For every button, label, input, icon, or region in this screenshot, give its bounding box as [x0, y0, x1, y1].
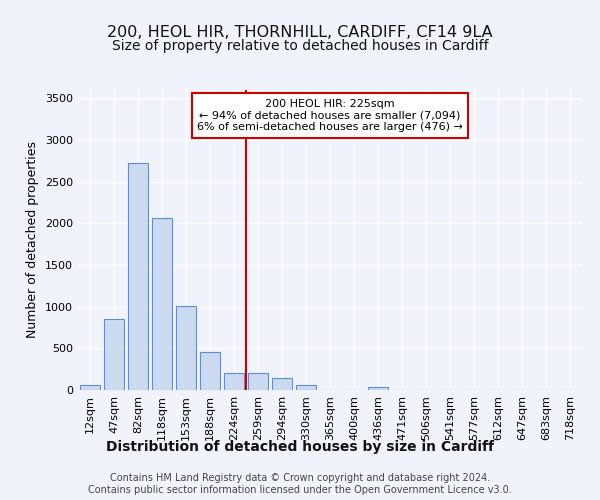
Bar — [296, 385, 316, 390]
Bar — [368, 386, 388, 390]
Text: 200 HEOL HIR: 225sqm
← 94% of detached houses are smaller (7,094)
6% of semi-det: 200 HEOL HIR: 225sqm ← 94% of detached h… — [197, 99, 463, 132]
Bar — [272, 378, 292, 390]
Bar — [104, 319, 124, 390]
Text: Size of property relative to detached houses in Cardiff: Size of property relative to detached ho… — [112, 39, 488, 53]
Bar — [152, 218, 172, 390]
Bar — [224, 372, 244, 390]
Bar — [200, 352, 220, 390]
Y-axis label: Number of detached properties: Number of detached properties — [26, 142, 40, 338]
Bar — [248, 372, 268, 390]
Bar — [176, 306, 196, 390]
Text: Contains HM Land Registry data © Crown copyright and database right 2024.
Contai: Contains HM Land Registry data © Crown c… — [88, 473, 512, 495]
Text: 200, HEOL HIR, THORNHILL, CARDIFF, CF14 9LA: 200, HEOL HIR, THORNHILL, CARDIFF, CF14 … — [107, 25, 493, 40]
Bar — [80, 386, 100, 390]
Text: Distribution of detached houses by size in Cardiff: Distribution of detached houses by size … — [106, 440, 494, 454]
Bar — [128, 162, 148, 390]
